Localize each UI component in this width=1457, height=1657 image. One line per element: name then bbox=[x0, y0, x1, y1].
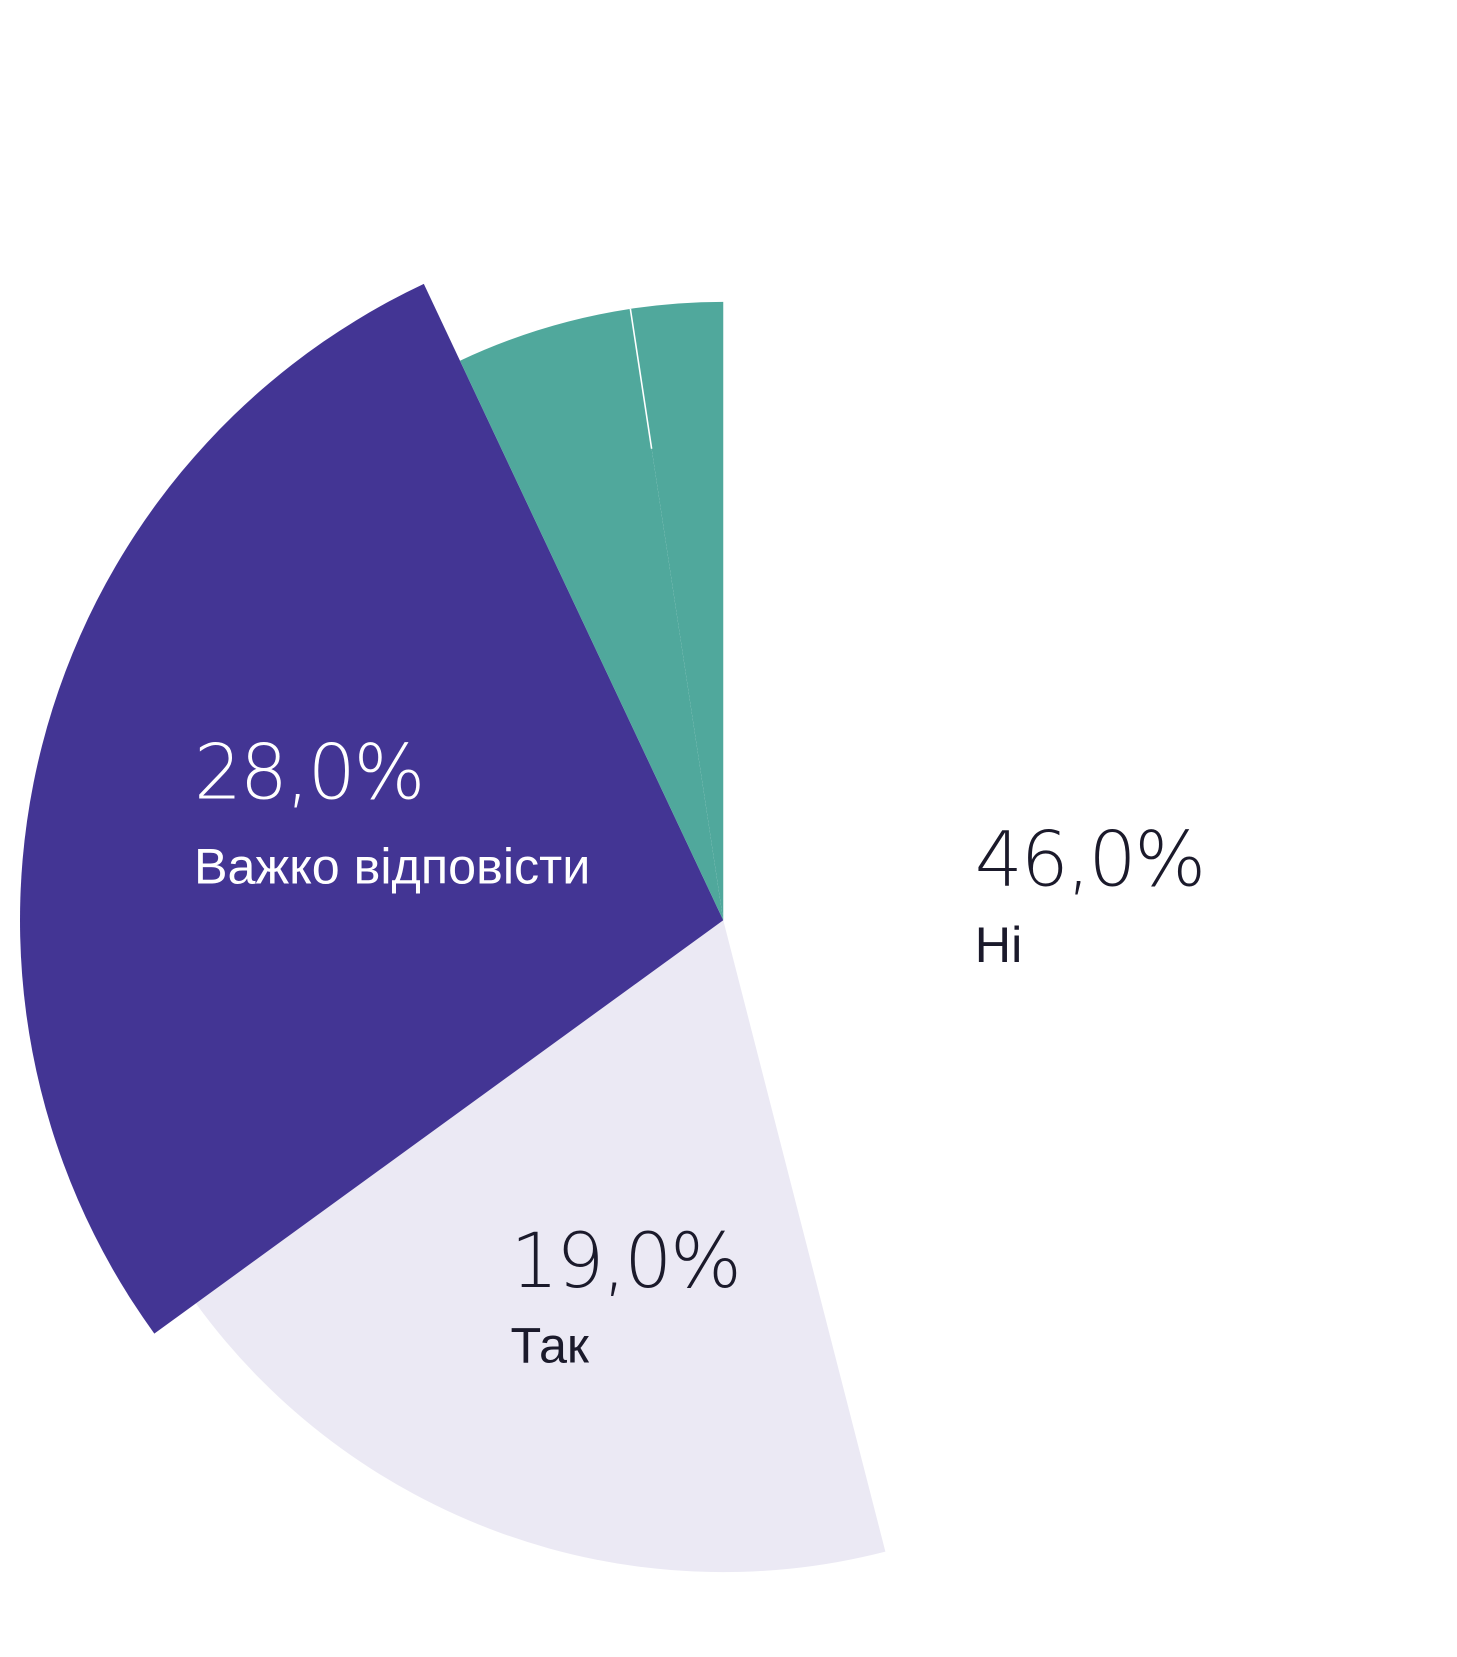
value-label: 46,0% bbox=[975, 816, 1204, 904]
slice-separator bbox=[629, 308, 653, 449]
pie-slice bbox=[630, 301, 724, 921]
category-label: Ні bbox=[975, 916, 1023, 973]
pie-slice bbox=[459, 308, 724, 921]
pie-slice bbox=[195, 920, 886, 1573]
value-label: 19,0% bbox=[511, 1217, 740, 1305]
pie-slice bbox=[20, 283, 724, 1334]
value-label: 28,0% bbox=[194, 729, 423, 817]
pie-slice bbox=[723, 270, 1374, 1550]
category-label: Так bbox=[511, 1316, 590, 1373]
category-label: Важко відповісти bbox=[194, 838, 590, 895]
